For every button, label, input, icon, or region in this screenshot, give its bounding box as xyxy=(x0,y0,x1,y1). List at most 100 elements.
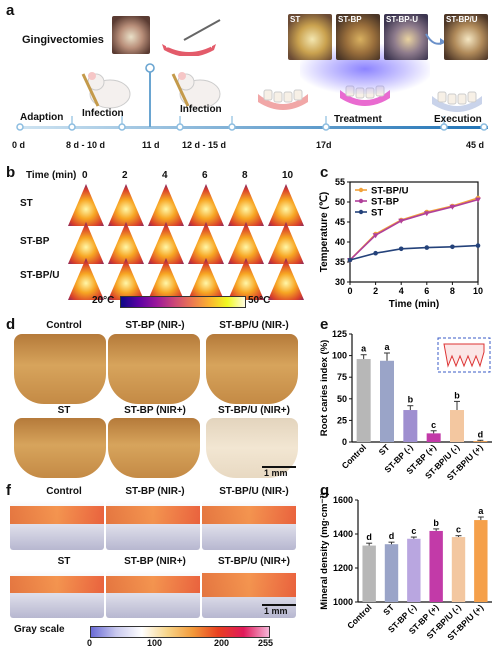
bar-ST-BP (-) xyxy=(403,410,418,442)
timeline-label-12-15d: 12 d - 15 d xyxy=(182,140,227,150)
bar-ST-BP (-) xyxy=(407,538,421,602)
thermal-image-st-bp-6min xyxy=(188,222,224,264)
tooth-photo-st-bp-nir-plus xyxy=(108,418,200,478)
ytick-label: 1000 xyxy=(333,597,353,607)
c-point-ST xyxy=(450,244,455,250)
c-legend-marker-ST-BP xyxy=(358,198,364,204)
photo-label-st-bp: ST-BP xyxy=(338,15,362,24)
sig-letter-ST-BP (-): b xyxy=(408,395,414,405)
e-inset-tooth xyxy=(443,343,485,368)
gray-tick-200: 200 xyxy=(214,638,230,648)
ytick-label: 1600 xyxy=(333,495,353,505)
f-label-st: ST xyxy=(57,556,71,567)
gingivectomy-photo xyxy=(112,16,150,54)
ytick-label: 75 xyxy=(337,372,347,382)
c-ytick-label: 40 xyxy=(335,237,345,247)
time-tick-2: 2 xyxy=(122,170,128,181)
panel-c-label: c xyxy=(320,164,329,181)
temperature-line-chart: 0 2 4 6 8 10 30 35 40 45 50 55 Time (min) Temperature… xyxy=(319,177,483,310)
e-inset-frame xyxy=(437,337,491,373)
c-xtick-label: 4 xyxy=(399,286,404,296)
micro-ct-st-bp-u-nir-plus xyxy=(202,570,296,618)
photo-label-st: ST xyxy=(290,15,301,24)
sig-letter-ST-BP (-): c xyxy=(411,526,416,536)
tooth-photo-st-bp-u-nir-minus xyxy=(206,334,298,404)
timeline-label-11d: 11 d xyxy=(142,140,160,150)
tooth-photo-st-bp-nir-minus xyxy=(108,334,200,404)
adaption-label: Adaption xyxy=(20,112,64,123)
c-plot-frame xyxy=(349,181,479,283)
gray-tick-100: 100 xyxy=(147,638,163,648)
bar-Control xyxy=(362,545,376,602)
c-point-ST xyxy=(398,246,404,252)
ylabel: Mineral density (mg·cm⁻³) xyxy=(319,492,330,609)
f-label-st-bp-u-nir-plus: ST-BP/U (NIR+) xyxy=(218,556,290,567)
sig-letter-ST-BP/U (-): b xyxy=(454,390,460,400)
c-point-ST-BP xyxy=(475,197,481,203)
c-point-ST-BP xyxy=(449,204,456,210)
panel-g-label: g xyxy=(320,482,330,499)
panel-b-label: b xyxy=(6,164,16,181)
c-legend-label-ST-BP/U: ST-BP/U xyxy=(371,186,409,197)
xtick-label-ST: ST xyxy=(381,602,396,617)
c-point-ST xyxy=(373,250,378,256)
thermal-image-st-bp-u-6min xyxy=(188,258,224,300)
c-xlabel: Time (min) xyxy=(389,299,439,310)
row-label-st-bp-u: ST-BP/U xyxy=(20,270,60,281)
time-min-label: Time (min) xyxy=(26,170,77,181)
thermal-image-st-bp-u-4min xyxy=(148,258,184,300)
timeline-label-8-10d: 8 d - 10 d xyxy=(66,140,106,150)
thermal-image-st-bp-u-8min xyxy=(228,258,264,300)
c-ytick-label: 50 xyxy=(335,197,345,207)
execution-label: Execution xyxy=(434,114,482,125)
micro-ct-control xyxy=(10,500,104,550)
gingivectomy-tool-illustration xyxy=(154,16,224,57)
ytick-label: 0 xyxy=(342,437,347,447)
treatment-label: Treatment xyxy=(334,114,382,125)
sig-letter-Control: d xyxy=(366,532,372,542)
bar-ST xyxy=(380,360,394,442)
c-legend-label-ST: ST xyxy=(371,208,383,219)
thermal-image-st-6min xyxy=(188,184,224,226)
d-label-st: ST xyxy=(57,405,71,416)
c-xtick-label: 0 xyxy=(347,286,352,296)
sig-letter-ST-BP/U (+): a xyxy=(478,506,484,516)
tooth-photo-st-bp-u-nir-plus xyxy=(206,418,298,478)
c-ytick-label: 55 xyxy=(335,177,345,187)
ytick-label: 1400 xyxy=(333,529,353,539)
timeline-label-45d: 45 d xyxy=(466,140,485,150)
photo-label-st-bp-u: ST-BP-U xyxy=(386,15,418,24)
gingivectomies-label: Gingivectomies xyxy=(22,34,104,46)
c-xtick-label: 6 xyxy=(424,286,429,296)
time-tick-4: 4 xyxy=(162,170,168,181)
d-label-st-bp-u-nir-minus: ST-BP/U (NIR-) xyxy=(219,320,289,331)
curved-arrow-icon xyxy=(424,30,448,50)
d-scalebar xyxy=(262,466,296,468)
ytick-label: 25 xyxy=(337,415,347,425)
c-ytick-label: 35 xyxy=(335,257,345,267)
thermal-image-st-4min xyxy=(148,184,184,226)
gray-tick-255: 255 xyxy=(258,638,274,648)
d-label-st-bp-nir-minus: ST-BP (NIR-) xyxy=(125,320,185,331)
gum-illustration-1 xyxy=(254,84,312,114)
c-series-line-ST xyxy=(349,244,479,261)
thermal-image-st-10min xyxy=(268,184,304,226)
c-xtick-label: 2 xyxy=(373,286,378,296)
c-point-ST-BP xyxy=(398,218,405,224)
f-label-st-bp-nir-minus: ST-BP (NIR-) xyxy=(125,486,185,497)
micro-ct-st xyxy=(10,570,104,618)
f-label-st-bp-u-nir-minus: ST-BP/U (NIR-) xyxy=(219,486,289,497)
scale-min-label: 20°C xyxy=(92,295,115,306)
time-tick-10: 10 xyxy=(282,170,294,181)
bar-ST-BP/U (+) xyxy=(473,441,488,442)
d-label-st-bp-u-nir-plus: ST-BP/U (NIR+) xyxy=(218,405,290,416)
ytick-label: 1200 xyxy=(333,563,353,573)
d-label-st-bp-nir-plus: ST-BP (NIR+) xyxy=(124,405,186,416)
c-series-line-ST-BP xyxy=(349,198,479,261)
thermal-image-st-bp-10min xyxy=(268,222,304,264)
treatment-photo-st xyxy=(288,14,332,60)
time-tick-0: 0 xyxy=(82,170,88,181)
thermal-image-st-bp-u-0min xyxy=(68,258,104,300)
xtick-label-ST: ST xyxy=(377,442,392,457)
